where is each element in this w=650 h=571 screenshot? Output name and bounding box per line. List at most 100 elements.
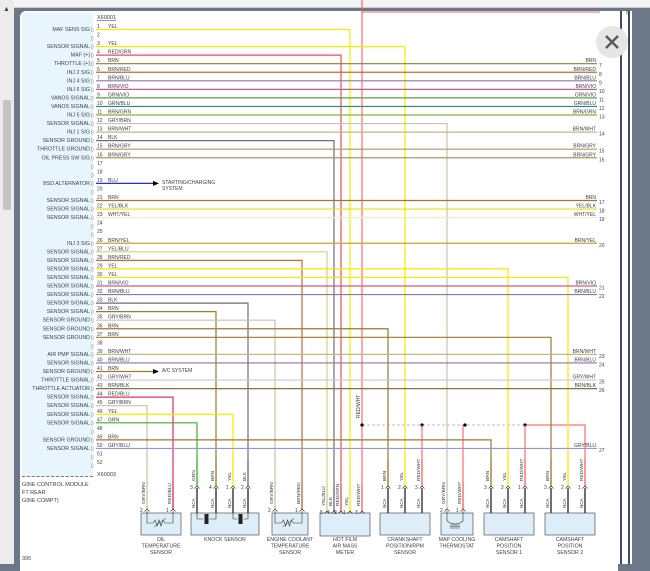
ecm-pin-24: [) 24 [91,221,103,229]
pin-function-label: SENSOR SIGNAL [47,121,90,127]
wire-color-label: BRN/YEL [575,238,597,244]
splice-wire-label: RED/WHT [356,395,362,418]
pin-number: 47 [97,417,103,423]
wire [96,54,342,512]
wire-color-label: YEL/BLU [321,486,327,506]
pin-bracket: [) [91,403,94,408]
pin-bracket: [) [91,113,94,118]
pin-number: 41 [97,366,103,372]
ecm-pin-20: [) 20 [91,186,103,194]
wire-color-label: BRN/GRY [573,144,596,150]
component-box [190,512,260,536]
pin-bracket: [) [91,87,94,92]
wire-color-label: GRY/BRN [441,482,447,504]
wire-color-label: BRN/BLK [575,383,597,389]
wire-color-label: BRN/VIO [108,84,129,90]
pin-terminal-icon [419,485,425,489]
wire-color-label: GRN/BLU [108,101,131,107]
wire-number: 11 [599,97,604,103]
wire-color-label: YEL [108,263,118,269]
wire-color-label: RED/GRN [335,483,341,506]
wire-number: 15 [599,149,605,155]
internal-label: NCA [545,497,550,508]
pin-function-label: SENSOR SIGNAL [47,284,90,290]
pin-function-label: INJ 2 SIG [67,70,90,76]
component-name: ENGINE COOLANT [267,537,314,543]
component-name: METER [336,550,354,556]
close-icon [605,35,619,49]
pin-number: 4 [209,485,212,491]
connector-label-bottom: X60003 [97,472,116,478]
pin-function-label: SENSOR SIGNAL [47,412,90,418]
pin-number: 29 [97,263,103,269]
pin-number: 5 [320,510,323,516]
wire [96,302,249,487]
wire-color-label: YEL [108,24,118,30]
pin-bracket: [) [91,455,94,460]
pin-function-label: BSD ALTERNATOR [43,181,90,187]
pin-bracket: [) [91,258,94,263]
pin-bracket: [) [91,463,94,468]
wire-color-label: BRN/VIO [108,281,129,287]
pin-number: 1 [226,485,229,491]
module-caption: GINE CONTROL MODULE [22,482,89,488]
arrow-icon [153,369,159,374]
scrollbar-thumb[interactable] [3,100,11,210]
pin-number: 12 [97,118,103,124]
pin-number: 2 [97,33,100,39]
wire-color-label: BRN [545,470,551,481]
pin-function-label: THROTTLE (+) [54,61,90,67]
pin-terminal-icon [460,508,466,512]
pin-number: 2 [440,508,443,514]
thermistor-icon [153,517,167,528]
scroll-up-icon[interactable]: ▲ [3,6,10,13]
wire-color-label: BRN/BLU [108,75,130,81]
pin-function-label: SENSOR SIGNAL [47,198,90,204]
pin-number: 4 [97,50,100,56]
wire-color-label: BRN/RED [573,67,596,73]
wire-number: 17 [599,200,605,206]
wire-color-label: BRN [108,434,119,440]
destination-label: STARTING/CHARGING [162,180,215,186]
ecm-pin-48: [) 48 [91,426,103,434]
component-name: HOT FILM [333,537,357,543]
wire-color-label: GRY/BRN [108,118,131,124]
pin-bracket: [) [91,189,94,194]
pin-terminal-icon [213,485,219,489]
pin-function-label: MAF (+) [71,53,91,59]
wire-number: 20 [599,243,605,249]
pin-terminal-icon [272,508,278,512]
pin-number: 37 [97,332,103,338]
component-name: SENSOR [150,550,172,556]
pin-function-label: OIL PRESS SW SIG [42,155,90,161]
wire-color-label: YEL/BLK [108,204,129,210]
wire-color-label: BRN/GRY [108,144,131,150]
pin-number: 1 [166,508,169,514]
component-hfm: YEL/BLU 5 BLK 4 RED/GRN 2 YEL 1 RED/WHT 3 HOT FILM… [319,483,371,556]
pin-number: 8 [97,84,100,90]
vertical-scrollbar[interactable]: ▲ [0,0,14,564]
component-knock: GRN 3 NCA BRN 4 NCA YEL 1 NCA BLK 2 NCA KNOCK SENSOR [190,459,260,543]
wire-color-label: WHT/YEL [108,212,130,218]
close-button[interactable] [596,26,628,58]
internal-label: NCA [562,497,567,508]
pin-number: 22 [97,204,103,210]
wire-color-label: GRY/BRN [108,400,131,406]
wire-color-label: BRN [108,306,119,312]
pin-function-label: SENSOR GROUND [43,318,91,324]
component-cam1: BRN 3 NCA YEL 2 NCA RED/WHT 1 NCA CAMSHAFTPOSITIO… [483,459,535,556]
pin-number: 3 [415,485,418,491]
pin-number: 2 [140,508,143,514]
component-name: AIR MASS [333,544,358,550]
pin-terminal-icon [324,510,330,514]
wire-color-label: BRN/GRY [108,152,131,158]
destination-label: A/C SYSTEM [162,368,192,374]
wire [96,140,335,512]
internal-label: NCA [399,497,404,508]
wire-color-label: YEL [108,409,118,415]
pin-function-label: VANOS SIGNAL [51,95,90,101]
